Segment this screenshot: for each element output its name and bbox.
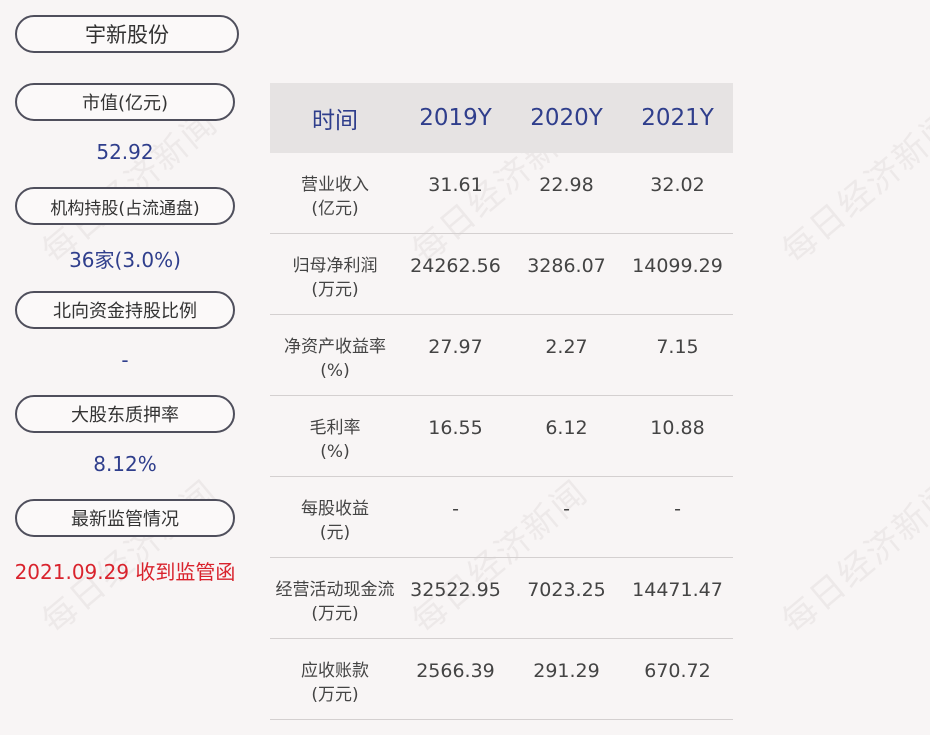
row-value: - xyxy=(452,498,459,520)
header-time: 时间 xyxy=(312,108,358,134)
table-row: 归母净利润 (万元) 24262.56 3286.07 14099.29 xyxy=(270,234,733,315)
row-value: 2566.39 xyxy=(416,660,495,682)
table-row: 经营活动现金流 (万元) 32522.95 7023.25 14471.47 xyxy=(270,558,733,639)
row-metric: 毛利率 (%) xyxy=(309,418,361,462)
row-metric: 归母净利润 (万元) xyxy=(292,256,378,300)
regulation-label: 最新监管情况 xyxy=(15,499,235,537)
row-value: 31.61 xyxy=(428,174,483,196)
pledge-ratio-label: 大股东质押率 xyxy=(15,395,235,433)
header-year: 2020Y xyxy=(530,105,603,131)
watermark: 每日经济新闻 xyxy=(34,472,226,642)
row-value: 27.97 xyxy=(428,336,483,358)
row-metric: 应收账款 (万元) xyxy=(301,661,369,705)
row-value: - xyxy=(674,498,681,520)
row-metric: 经营活动现金流 (万元) xyxy=(275,580,395,624)
northbound-ratio-label: 北向资金持股比例 xyxy=(15,291,235,329)
watermark: 每日经济新闻 xyxy=(774,102,930,272)
northbound-ratio-value: - xyxy=(121,348,129,372)
row-value: 670.72 xyxy=(644,660,711,682)
company-name: 宇新股份 xyxy=(15,15,239,53)
row-value: 291.29 xyxy=(533,660,600,682)
row-value: 2.27 xyxy=(545,336,588,358)
market-cap-value: 52.92 xyxy=(96,140,154,164)
row-value: 14471.47 xyxy=(632,579,723,601)
row-metric: 净资产收益率 (%) xyxy=(284,337,386,381)
table-row: 应收账款 (万元) 2566.39 291.29 670.72 xyxy=(270,639,733,720)
row-value: 32522.95 xyxy=(410,579,501,601)
pledge-ratio-value: 8.12% xyxy=(93,452,157,476)
header-year: 2021Y xyxy=(641,105,714,131)
table-row: 每股收益 (元) - - - xyxy=(270,477,733,558)
table-header: 时间 2019Y 2020Y 2021Y xyxy=(270,83,733,153)
row-value: 7.15 xyxy=(656,336,699,358)
row-value: 14099.29 xyxy=(632,255,723,277)
row-value: 3286.07 xyxy=(527,255,606,277)
institution-holding-value: 36家(3.0%) xyxy=(69,248,181,272)
table-row: 净资产收益率 (%) 27.97 2.27 7.15 xyxy=(270,315,733,396)
row-value: 7023.25 xyxy=(527,579,606,601)
table-row: 营业收入 (亿元) 31.61 22.98 32.02 xyxy=(270,153,733,234)
header-year: 2019Y xyxy=(419,105,492,131)
regulation-value: 2021.09.29 收到监管函 xyxy=(14,560,236,584)
financial-table: 时间 2019Y 2020Y 2021Y 营业收入 (亿元) 31.61 22.9… xyxy=(270,83,733,720)
table-row: 毛利率 (%) 16.55 6.12 10.88 xyxy=(270,396,733,477)
watermark: 每日经济新闻 xyxy=(774,472,930,642)
row-value: 22.98 xyxy=(539,174,594,196)
market-cap-label: 市值(亿元) xyxy=(15,83,235,121)
row-value: 32.02 xyxy=(650,174,705,196)
row-value: 16.55 xyxy=(428,417,483,439)
row-metric: 每股收益 (元) xyxy=(301,499,369,543)
row-value: - xyxy=(563,498,570,520)
row-value: 6.12 xyxy=(545,417,588,439)
row-value: 10.88 xyxy=(650,417,705,439)
row-metric: 营业收入 (亿元) xyxy=(301,175,369,219)
row-value: 24262.56 xyxy=(410,255,501,277)
institution-holding-label: 机构持股(占流通盘) xyxy=(15,187,235,225)
